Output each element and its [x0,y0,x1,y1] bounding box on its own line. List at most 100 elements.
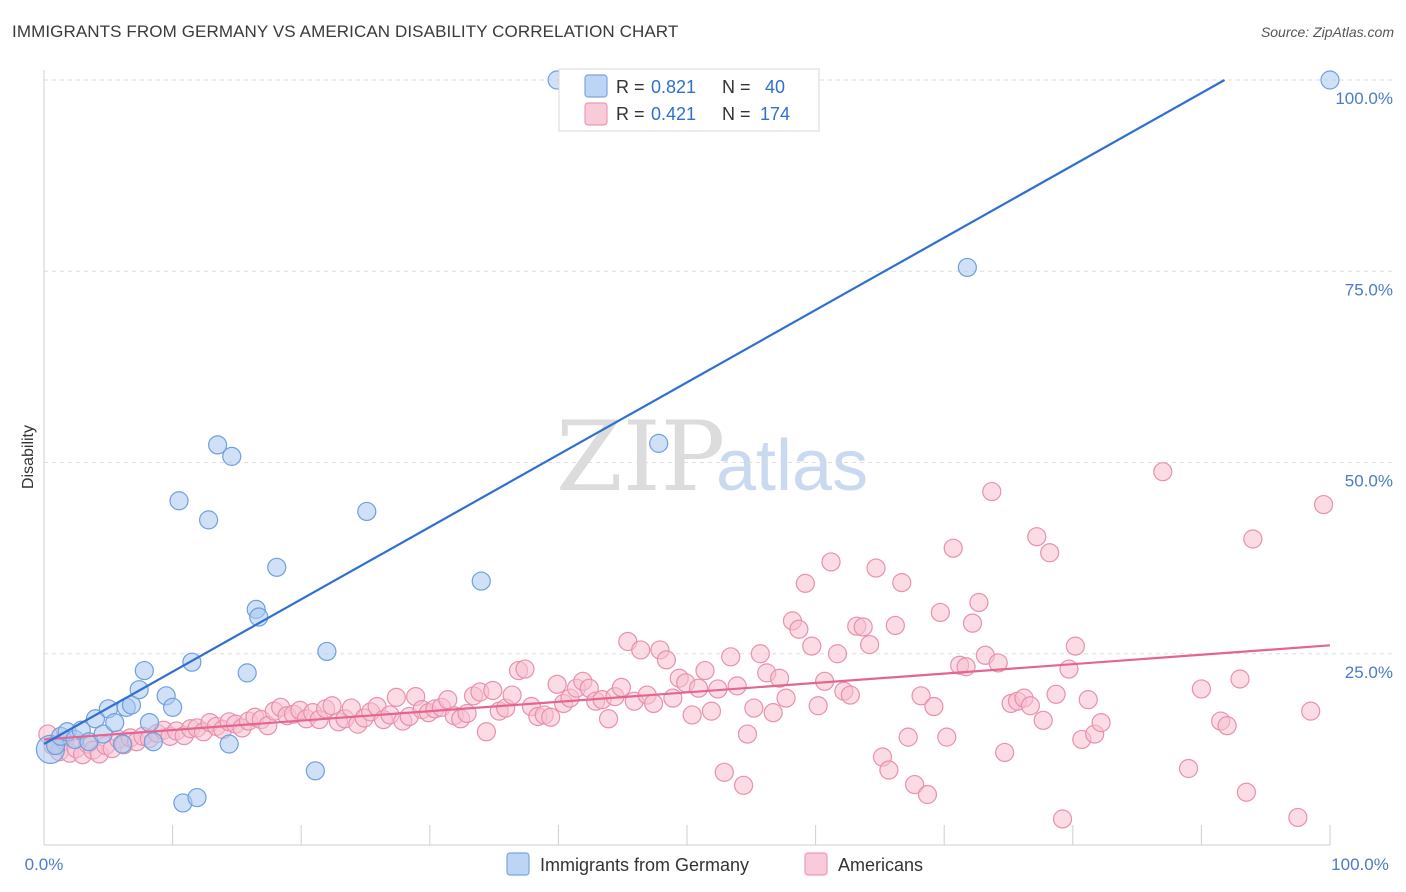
data-point [598,709,619,729]
data-point [1243,529,1263,549]
data-point [853,617,873,637]
y-axis-title: Disability [20,425,37,489]
data-point [879,760,899,780]
data-point [988,653,1008,673]
data-point [237,663,257,683]
legend-swatch-americans [804,852,828,876]
trend-line-immigrants [43,79,1226,745]
data-point [930,602,950,623]
data-point [943,538,963,558]
data-point [182,652,202,672]
data-point [885,615,905,636]
source-credit: Source: ZipAtlas.com [1260,24,1394,40]
data-point [769,668,790,688]
correlation-legend: R = 0.821 N = 40 R = 0.421 N = 174 [558,68,820,132]
data-point [795,573,815,593]
data-point [1230,669,1250,689]
data-point [357,501,377,522]
data-point [789,619,809,639]
data-point [1065,636,1085,656]
data-point [1059,659,1079,679]
series-americans [38,462,1334,829]
data-point [1153,462,1173,482]
data-point [1217,716,1237,736]
legend-n-label-1: N = [722,77,751,97]
data-point [898,727,918,747]
legend-swatch-immigrants [506,852,530,876]
data-point [143,732,163,752]
data-point [714,762,734,782]
data-point [134,660,154,681]
data-point [962,613,983,633]
gridlines [44,79,1395,655]
data-point [515,659,535,679]
data-point [892,573,912,593]
data-point [305,761,325,781]
data-point [1033,710,1053,730]
data-point [663,688,683,708]
y-tick-label: 50.0% [1345,472,1393,491]
legend-swatch-blue [584,74,608,98]
data-point [1040,543,1060,563]
data-point [937,727,957,747]
data-point [208,435,228,455]
data-point [744,698,764,718]
data-point [438,690,458,710]
data-point [105,712,125,733]
legend-r-label-2: R = [616,104,645,124]
data-point [187,787,207,808]
legend-r-value-1: 0.821 [651,77,696,97]
data-point [1301,701,1321,721]
legend-n-value-2: 174 [760,104,790,124]
data-point [827,644,848,664]
data-point [776,688,796,708]
legend-r-label-1: R = [616,77,645,97]
data-point [924,696,944,717]
data-point [139,712,160,733]
data-point [860,634,880,655]
data-point [656,650,677,670]
trend-lines [43,79,1331,745]
data-point [611,677,632,698]
data-point [917,784,938,805]
data-point [631,640,651,660]
data-point [905,774,925,795]
series-legend: Immigrants from Germany Americans [506,852,923,876]
data-point [649,433,669,453]
data-point [737,724,758,744]
y-tick-label: 75.0% [1345,280,1393,299]
chart-title: IMMIGRANTS FROM GERMANY VS AMERICAN DISA… [12,22,679,41]
data-point [222,446,242,466]
x-tick-label-max: 100.0% [1331,855,1389,874]
data-point [199,510,219,530]
data-point [317,641,337,662]
data-point [808,696,828,716]
data-point [112,734,133,754]
x-tick-label-min: 0.0% [25,855,64,874]
data-point [763,703,783,723]
data-point [911,686,931,706]
data-point [840,685,860,705]
data-point [476,722,496,742]
y-tick-label: 100.0% [1335,89,1393,108]
data-point [483,680,503,701]
data-point [701,701,722,721]
x-axis-ticks [172,825,1331,845]
data-point [219,734,239,754]
data-point [1320,70,1340,90]
data-point [1313,494,1334,515]
data-point [471,571,491,591]
data-point [163,697,183,717]
legend-r-value-2: 0.421 [651,104,696,124]
data-point [1191,679,1212,699]
data-point [267,557,287,577]
data-point [995,742,1015,763]
data-point [1078,690,1098,710]
y-tick-label: 25.0% [1345,663,1393,682]
data-point [547,674,567,694]
legend-label-immigrants: Immigrants from Germany [540,855,749,875]
data-point [1178,758,1199,779]
legend-swatch-pink [584,102,608,126]
legend-label-americans: Americans [838,855,923,875]
data-point [682,705,702,725]
